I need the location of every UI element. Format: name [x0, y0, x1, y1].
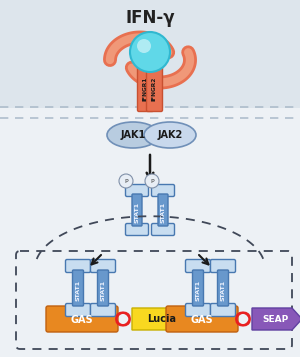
FancyBboxPatch shape [152, 185, 175, 196]
FancyBboxPatch shape [146, 66, 163, 111]
Text: STAT1: STAT1 [134, 201, 140, 222]
Text: STAT1: STAT1 [100, 280, 106, 301]
FancyBboxPatch shape [125, 223, 148, 236]
FancyBboxPatch shape [158, 194, 168, 226]
Text: STAT1: STAT1 [160, 201, 166, 222]
FancyBboxPatch shape [166, 306, 238, 332]
FancyBboxPatch shape [91, 260, 116, 272]
FancyBboxPatch shape [211, 260, 236, 272]
FancyBboxPatch shape [211, 303, 236, 317]
FancyBboxPatch shape [46, 306, 118, 332]
Text: IFNGR2: IFNGR2 [152, 77, 157, 101]
Text: JAK2: JAK2 [158, 130, 183, 140]
Bar [0, 108, 300, 357]
Text: IFNGR1: IFNGR1 [143, 77, 148, 101]
Text: GAS: GAS [71, 315, 93, 325]
Text: JAK1: JAK1 [120, 130, 146, 140]
Text: STAT1: STAT1 [76, 280, 80, 301]
Circle shape [130, 32, 170, 72]
Text: Lucia: Lucia [148, 314, 176, 324]
FancyBboxPatch shape [73, 270, 83, 306]
Text: SEAP: SEAP [263, 315, 289, 323]
FancyBboxPatch shape [193, 270, 203, 306]
FancyBboxPatch shape [91, 303, 116, 317]
Text: GAS: GAS [191, 315, 213, 325]
FancyBboxPatch shape [98, 270, 109, 306]
Ellipse shape [107, 122, 159, 148]
Circle shape [119, 174, 133, 188]
Bar [0, 0, 300, 108]
FancyBboxPatch shape [65, 303, 91, 317]
Polygon shape [132, 308, 196, 330]
Text: STAT1: STAT1 [220, 280, 226, 301]
Circle shape [145, 174, 159, 188]
Text: P: P [124, 178, 128, 183]
Text: STAT1: STAT1 [196, 280, 200, 301]
Ellipse shape [144, 122, 196, 148]
FancyBboxPatch shape [152, 223, 175, 236]
FancyBboxPatch shape [65, 260, 91, 272]
FancyBboxPatch shape [185, 260, 211, 272]
FancyBboxPatch shape [137, 66, 154, 111]
Polygon shape [252, 308, 300, 330]
Text: IFN-γ: IFN-γ [125, 9, 175, 27]
Text: P: P [150, 178, 154, 183]
FancyBboxPatch shape [218, 270, 229, 306]
Circle shape [137, 39, 151, 53]
FancyBboxPatch shape [125, 185, 148, 196]
FancyBboxPatch shape [132, 194, 142, 226]
FancyBboxPatch shape [185, 303, 211, 317]
